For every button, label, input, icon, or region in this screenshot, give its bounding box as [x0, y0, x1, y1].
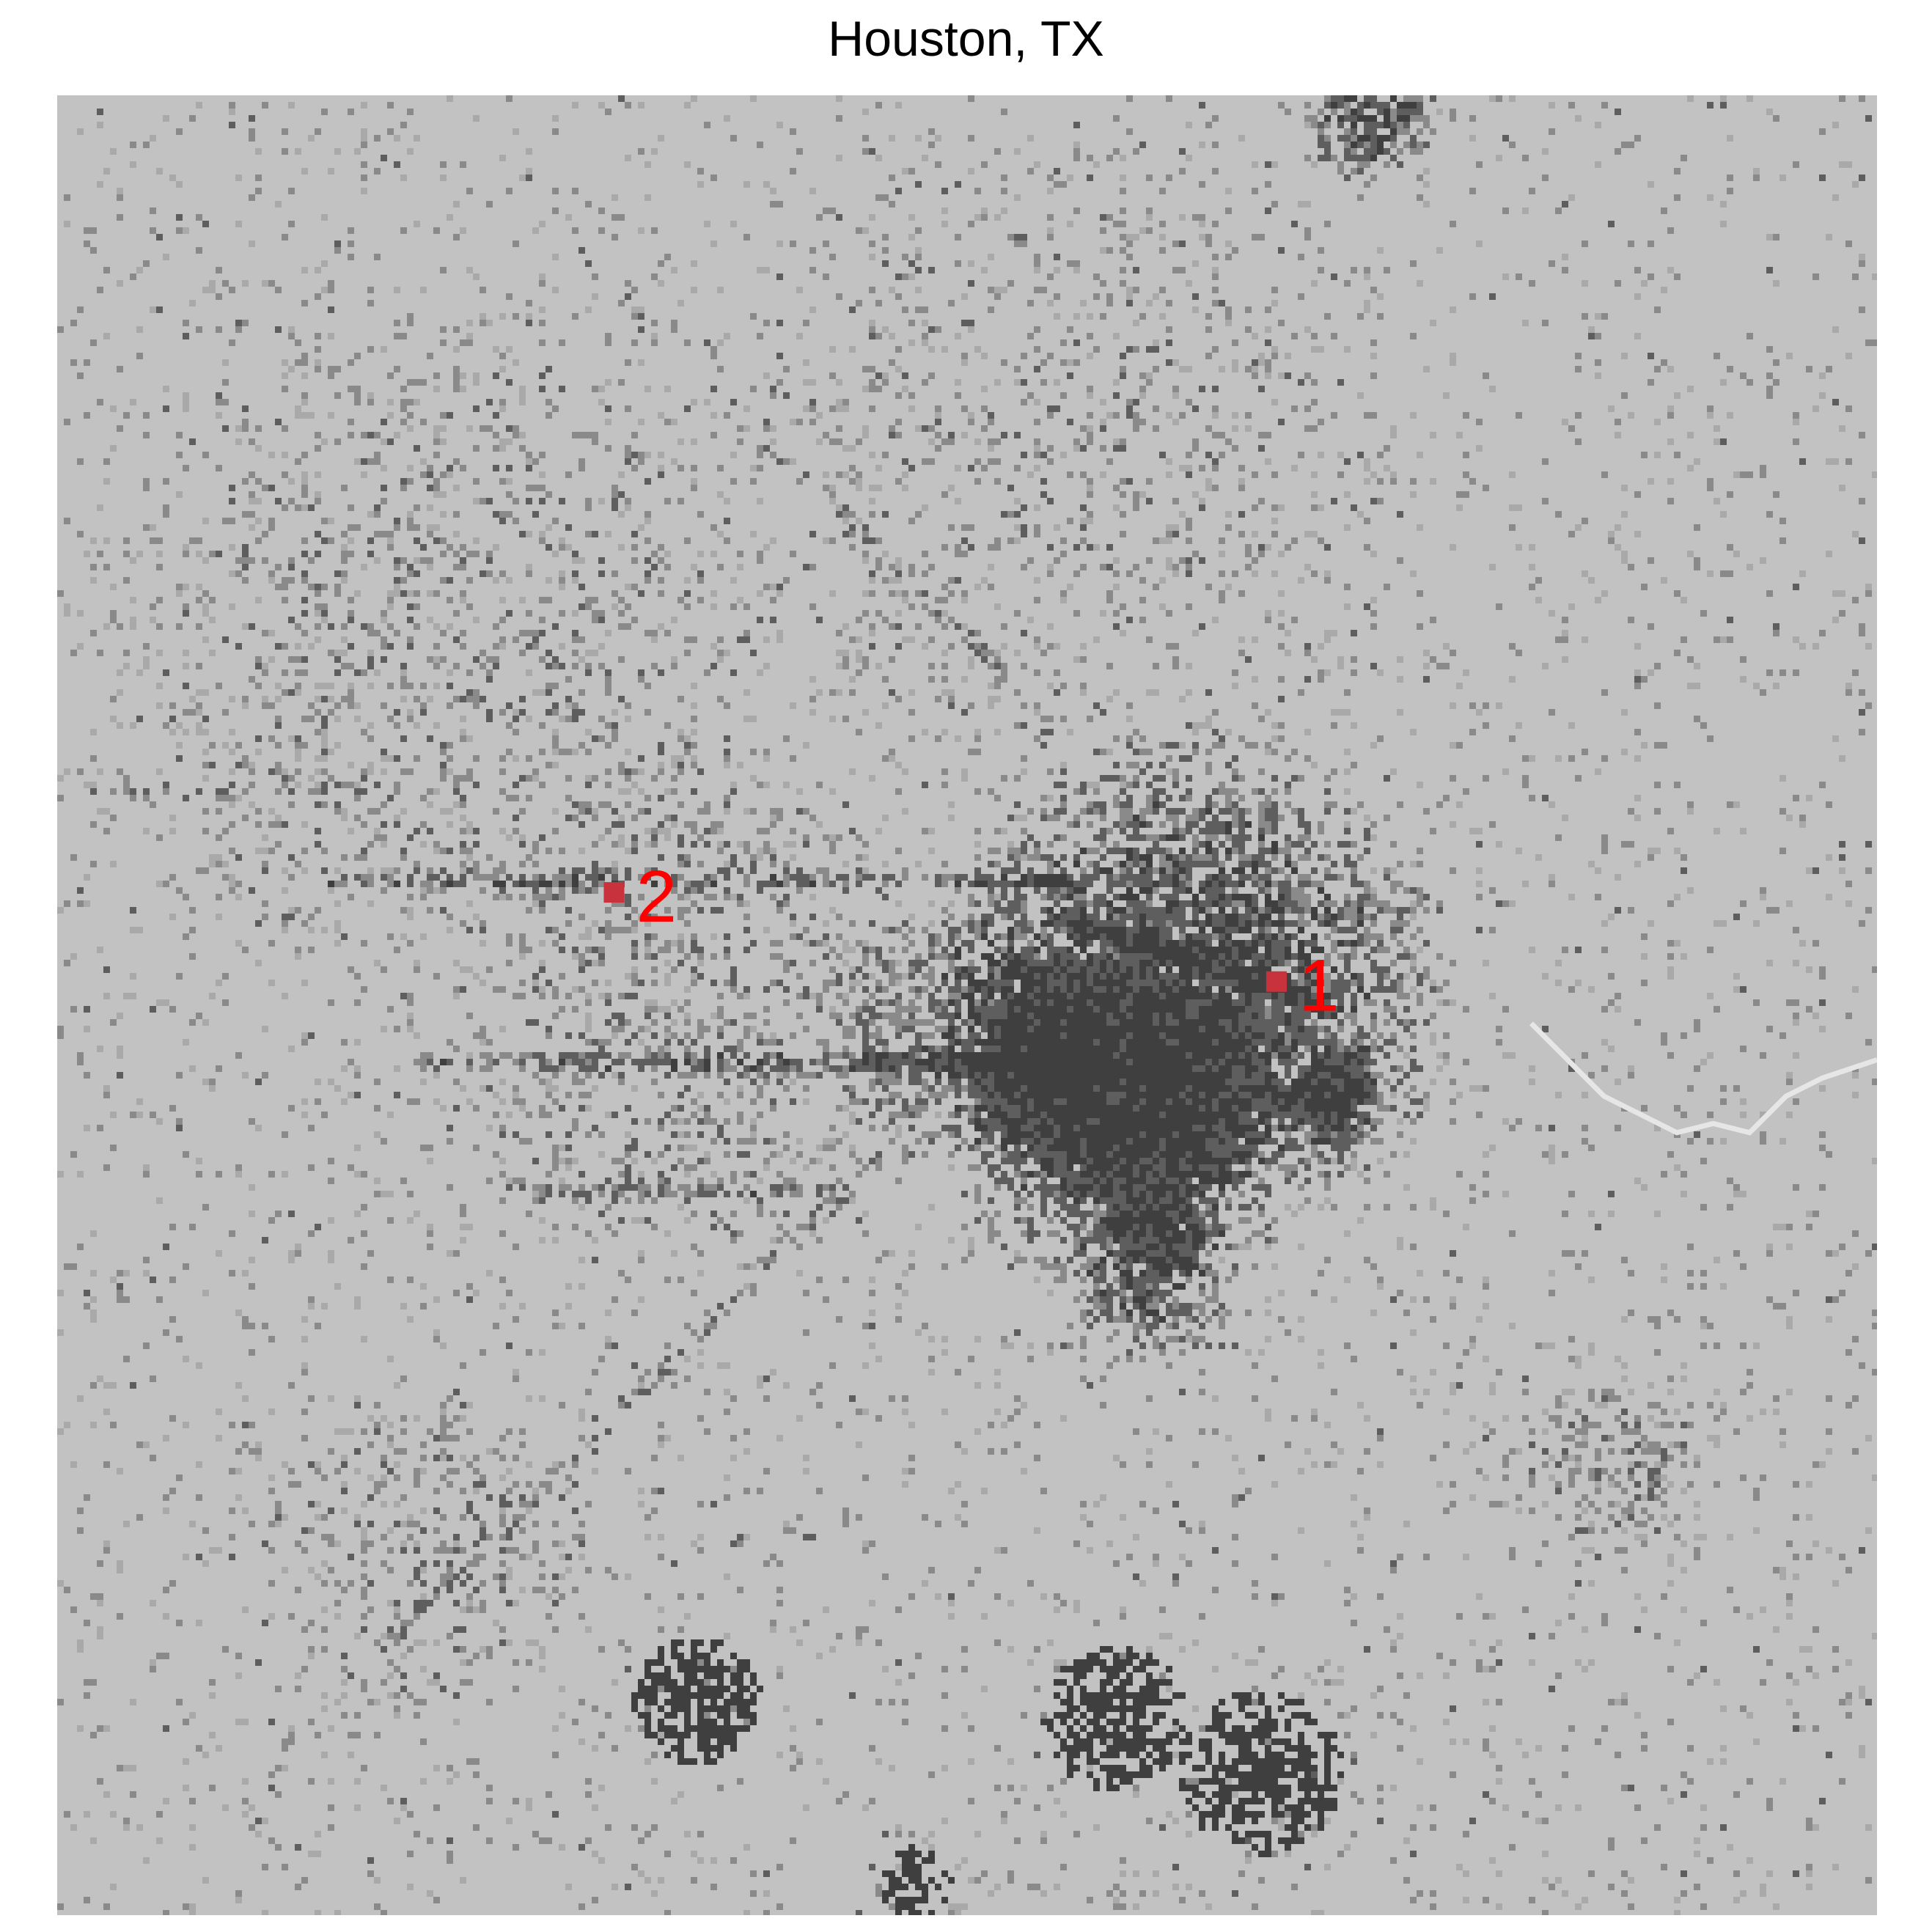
marker-1-label: 1 — [1299, 945, 1340, 1027]
map-title: Houston, TX — [828, 11, 1104, 67]
marker-2-label: 2 — [636, 856, 677, 938]
density-raster: 12 — [57, 95, 1877, 1915]
water-channel — [1529, 1021, 1877, 1136]
marker-2-point — [603, 882, 625, 903]
marker-1-point — [1266, 971, 1287, 992]
